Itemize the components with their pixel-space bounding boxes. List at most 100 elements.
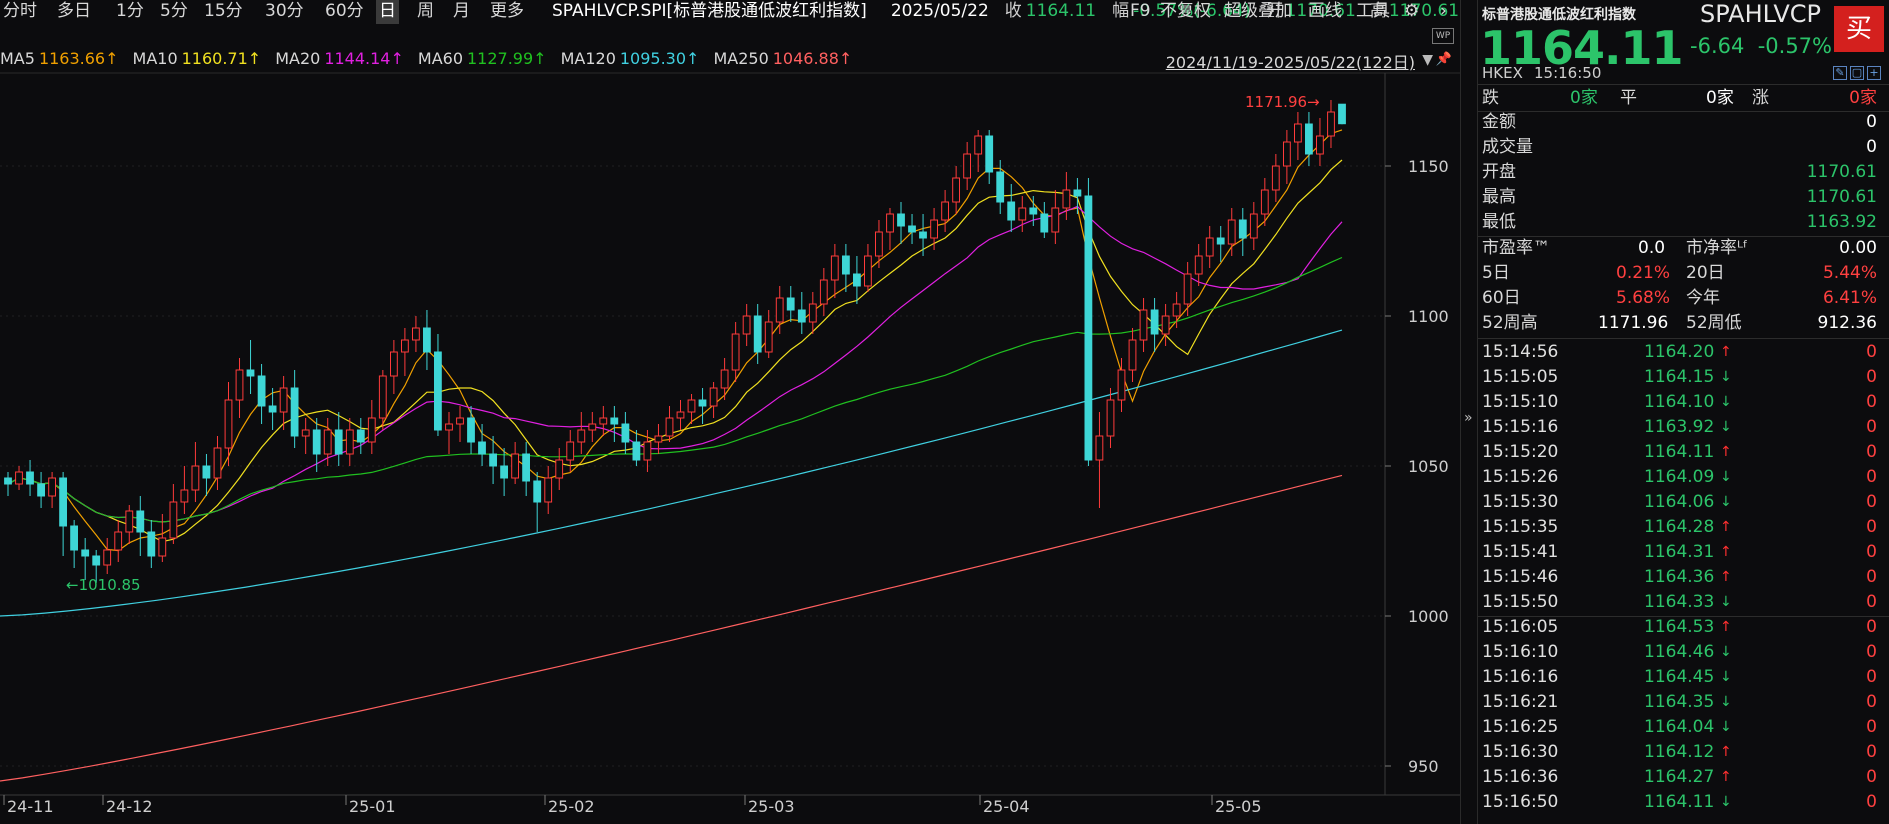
candle[interactable] — [709, 382, 718, 418]
candle[interactable] — [643, 430, 652, 472]
period-tab-9[interactable]: 月 — [453, 1, 470, 21]
candle[interactable] — [698, 388, 707, 424]
candle[interactable] — [654, 424, 663, 454]
tick-row[interactable]: 15:16:50 1164.11 ↓ 0 — [1478, 790, 1889, 815]
candle[interactable] — [92, 550, 101, 583]
candle[interactable] — [235, 358, 244, 418]
add-icon[interactable]: + — [1867, 66, 1881, 80]
candle[interactable] — [37, 472, 46, 508]
candle[interactable] — [246, 340, 255, 394]
candle[interactable] — [544, 466, 553, 514]
candle[interactable] — [588, 412, 597, 442]
tick-row[interactable]: 15:16:05 1164.53 ↑ 0 — [1478, 615, 1889, 640]
candle[interactable] — [830, 244, 839, 298]
candle[interactable] — [401, 328, 409, 376]
candle[interactable] — [412, 316, 420, 352]
candle[interactable] — [59, 472, 68, 556]
toolbar-f9-button[interactable]: F9 — [1130, 1, 1151, 21]
candle[interactable] — [169, 484, 178, 544]
candle[interactable] — [1084, 178, 1093, 466]
candle[interactable] — [467, 406, 475, 454]
candle[interactable] — [257, 364, 266, 424]
tick-row[interactable]: 15:15:10 1164.10 ↓ 0 — [1478, 390, 1889, 415]
tick-row[interactable]: 15:14:56 1164.20 ↑ 0 — [1478, 340, 1889, 365]
candle[interactable] — [1227, 208, 1236, 256]
tick-row[interactable]: 15:15:35 1164.28 ↑ 0 — [1478, 515, 1889, 540]
candle[interactable] — [930, 208, 939, 250]
candle[interactable] — [1305, 112, 1313, 166]
candle[interactable] — [279, 376, 288, 430]
tick-row[interactable]: 15:15:16 1163.92 ↓ 0 — [1478, 415, 1889, 440]
candlestick-chart[interactable]: 950 1000 1050 1100 1150 24-11 24-12 25-01 25-02 2… — [0, 0, 1460, 824]
buy-button[interactable]: 买 — [1834, 6, 1884, 52]
candle[interactable] — [1062, 172, 1071, 220]
period-tab-10[interactable]: 更多 — [490, 1, 524, 21]
candle[interactable] — [808, 292, 817, 334]
candle[interactable] — [1007, 184, 1016, 232]
tick-row[interactable]: 15:15:41 1164.31 ↑ 0 — [1478, 540, 1889, 565]
period-tab-4[interactable]: 15分 — [204, 1, 243, 21]
chevron-right-icon[interactable]: › — [1440, 1, 1447, 21]
candle[interactable] — [345, 418, 354, 466]
candle[interactable] — [941, 190, 950, 232]
gear-icon[interactable]: ⚙ — [1404, 1, 1420, 21]
candle[interactable] — [775, 286, 784, 334]
date-range[interactable]: 2024/11/19-2025/05/22(122日) — [1165, 53, 1415, 72]
candle[interactable] — [1183, 262, 1192, 316]
tick-row[interactable]: 15:16:16 1164.45 ↓ 0 — [1478, 665, 1889, 690]
candle[interactable] — [842, 244, 850, 292]
candle[interactable] — [378, 370, 387, 430]
candle[interactable] — [1172, 292, 1181, 328]
period-tab-6[interactable]: 60分 — [325, 1, 364, 21]
wp-icon[interactable]: WP — [1432, 28, 1454, 44]
candle[interactable] — [1029, 196, 1038, 226]
candle[interactable] — [1338, 103, 1346, 125]
candle[interactable] — [764, 310, 773, 358]
candle[interactable] — [312, 418, 321, 472]
candle[interactable] — [434, 334, 442, 436]
candle[interactable] — [125, 505, 134, 544]
candle[interactable] — [720, 358, 729, 400]
candle[interactable] — [819, 268, 828, 316]
candle[interactable] — [1294, 112, 1302, 160]
candle[interactable] — [1161, 304, 1170, 346]
candle[interactable] — [489, 436, 498, 484]
tick-row[interactable]: 15:15:20 1164.11 ↑ 0 — [1478, 440, 1889, 465]
tick-row[interactable]: 15:15:05 1164.15 ↓ 0 — [1478, 365, 1889, 390]
tick-row[interactable]: 15:16:25 1164.04 ↓ 0 — [1478, 715, 1889, 740]
pin-icon[interactable]: 📌 — [1435, 52, 1452, 67]
candle[interactable] — [566, 430, 575, 472]
toolbar-tools-button[interactable]: 工具 — [1356, 1, 1390, 21]
candle[interactable] — [1249, 202, 1258, 250]
candle[interactable] — [445, 412, 453, 454]
edit-icon[interactable]: ✎ — [1833, 66, 1847, 80]
candle[interactable] — [1150, 298, 1159, 352]
candle[interactable] — [456, 406, 464, 442]
period-tab-5[interactable]: 30分 — [265, 1, 304, 21]
candle[interactable] — [665, 406, 674, 442]
candle[interactable] — [1260, 178, 1269, 226]
period-tab-3[interactable]: 5分 — [160, 1, 188, 21]
candle[interactable] — [478, 424, 486, 466]
candle[interactable] — [577, 412, 586, 454]
tick-row[interactable]: 15:15:46 1164.36 ↑ 0 — [1478, 565, 1889, 590]
period-tab-1[interactable]: 多日 — [57, 1, 91, 21]
candle[interactable] — [48, 472, 57, 508]
candle[interactable] — [1095, 412, 1104, 508]
candle[interactable] — [334, 412, 343, 466]
candle[interactable] — [70, 520, 78, 568]
candle[interactable] — [1117, 358, 1126, 412]
tick-row[interactable]: 15:15:50 1164.33 ↓ 0 — [1478, 590, 1889, 615]
candle[interactable] — [224, 382, 233, 466]
candle[interactable] — [202, 454, 211, 496]
tick-row[interactable]: 15:16:21 1164.35 ↓ 0 — [1478, 690, 1889, 715]
candle[interactable] — [1073, 178, 1082, 214]
candle[interactable] — [853, 256, 861, 304]
candle[interactable] — [599, 406, 608, 436]
candle[interactable] — [158, 514, 167, 562]
candle[interactable] — [919, 214, 927, 256]
candle[interactable] — [1040, 202, 1049, 238]
period-tab-2[interactable]: 1分 — [116, 1, 144, 21]
candle[interactable] — [1283, 130, 1291, 184]
candle[interactable] — [886, 208, 894, 250]
